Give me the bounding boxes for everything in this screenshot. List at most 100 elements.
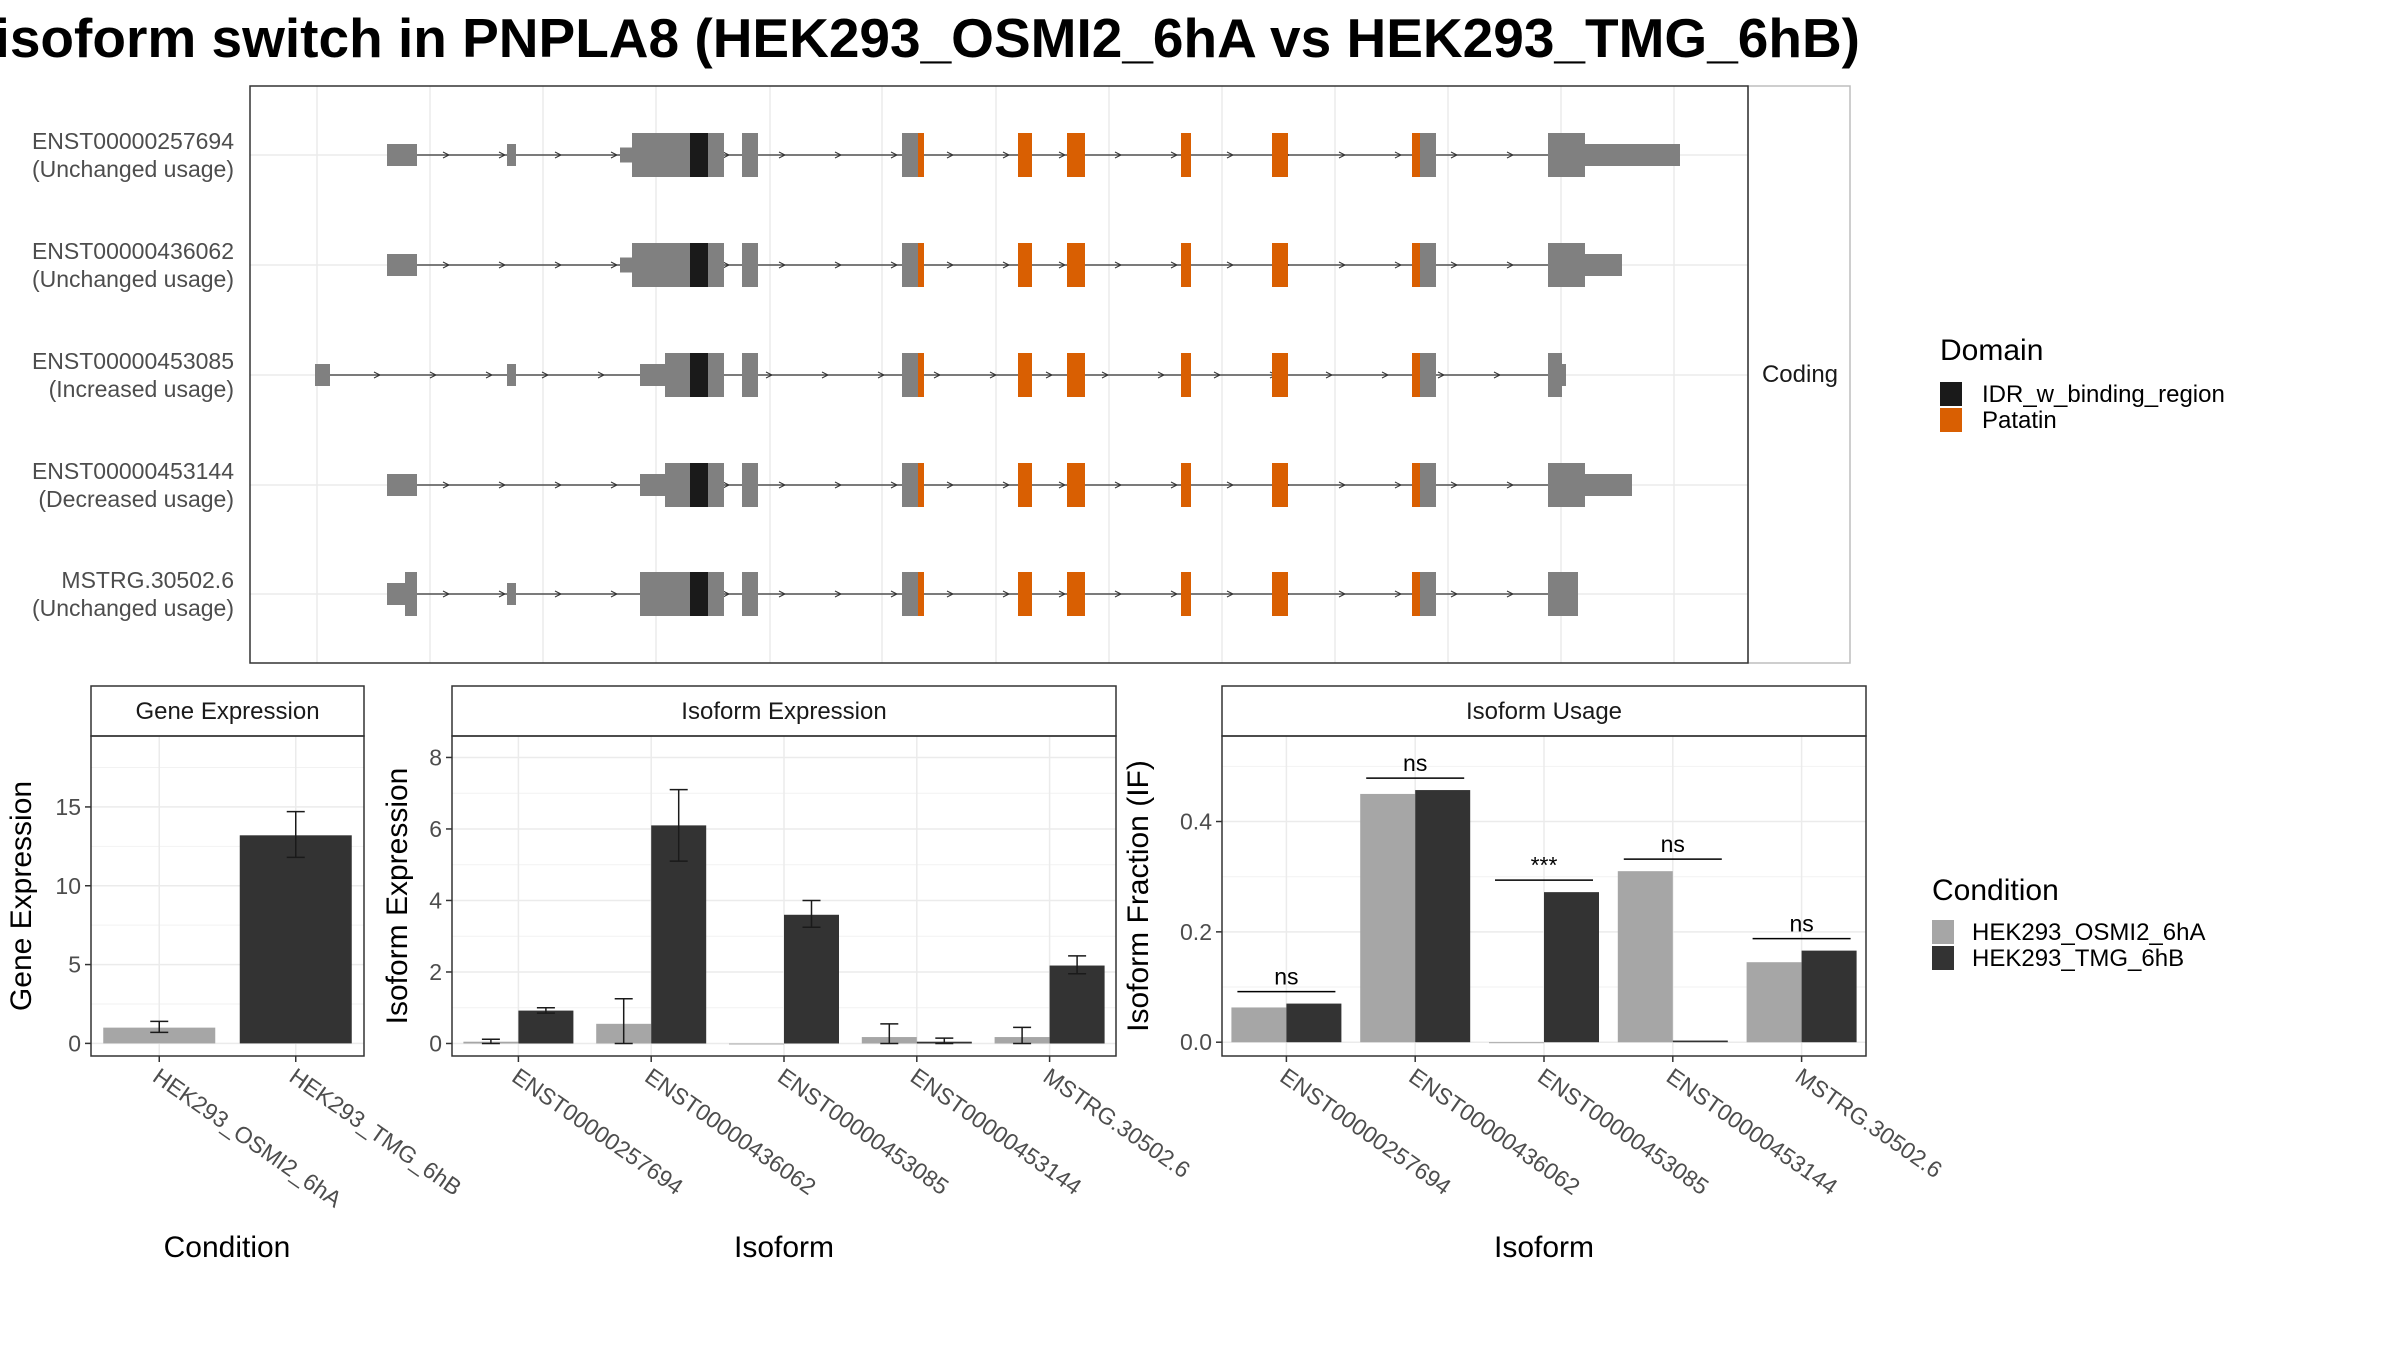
intron-direction-arrow [554, 261, 563, 269]
patatin-domain [1412, 133, 1420, 177]
patatin-domain [1272, 572, 1288, 616]
panel-strip-title: Isoform Expression [681, 698, 886, 725]
panel-strip-title: Gene Expression [135, 698, 319, 725]
y-tick-label: 5 [68, 952, 81, 978]
intron-direction-arrow [1157, 371, 1166, 379]
patatin-domain [1412, 463, 1420, 507]
intron-direction-arrow [946, 590, 955, 598]
transcript-row [387, 463, 1632, 507]
y-tick-label: 0.4 [1180, 809, 1212, 835]
intron-direction-arrow [1002, 590, 1011, 598]
domain-legend-title: Domain [1940, 334, 2043, 367]
patatin-domain [1181, 572, 1191, 616]
y-tick-label: 4 [429, 887, 442, 913]
intron-direction-arrow [834, 151, 843, 159]
intron-direction-arrow [541, 371, 550, 379]
intron-direction-arrow [1114, 261, 1123, 269]
intron-direction-arrow [1058, 261, 1067, 269]
intron-direction-arrow [1226, 261, 1235, 269]
patatin-domain [1181, 243, 1191, 287]
intron-direction-arrow [1338, 481, 1347, 489]
coding-strip [1747, 85, 1851, 664]
bar [103, 1027, 216, 1044]
intron-direction-arrow [1101, 371, 1110, 379]
x-axis-title: Isoform [734, 1231, 834, 1264]
patatin-domain [1067, 243, 1085, 287]
intron-direction-arrow [485, 371, 494, 379]
significance-label: ns [1661, 831, 1685, 857]
y-tick-label: 8 [429, 744, 442, 770]
domain-legend-key [1940, 382, 1962, 406]
intron-direction-arrow [1002, 151, 1011, 159]
intron-direction-arrow [442, 151, 451, 159]
exon [1548, 572, 1578, 616]
bar [729, 1043, 784, 1045]
bar [1544, 892, 1599, 1043]
exon [387, 474, 417, 496]
intron-direction-arrow [1002, 261, 1011, 269]
transcript-row [387, 133, 1680, 177]
intron-direction-arrow [1170, 481, 1179, 489]
exon [665, 463, 690, 507]
exon [387, 254, 417, 276]
figure-title-text: The isoform switch in PNPLA8 (HEK293_OSM… [0, 7, 1860, 69]
intron-direction-arrow [1394, 151, 1403, 159]
bar [784, 914, 839, 1044]
intron-direction-arrow [1450, 481, 1459, 489]
intron-direction-arrow [1338, 151, 1347, 159]
intron-direction-arrow [821, 371, 830, 379]
transcript-row [315, 353, 1566, 397]
intron-direction-arrow [1506, 590, 1515, 598]
exon [742, 353, 758, 397]
exon [632, 133, 690, 177]
exon [902, 133, 918, 177]
bar [1231, 1007, 1287, 1043]
transcript-row [387, 572, 1578, 616]
patatin-domain [1018, 243, 1032, 287]
exon [1420, 133, 1436, 177]
intron-direction-arrow [933, 371, 942, 379]
bar [239, 835, 352, 1044]
intron-direction-arrow [834, 261, 843, 269]
transcript-row [387, 243, 1622, 287]
significance-label: *** [1531, 852, 1558, 878]
exon [507, 364, 516, 386]
patatin-domain [1067, 353, 1085, 397]
intron-direction-arrow [1170, 590, 1179, 598]
intron-direction-arrow [1213, 371, 1222, 379]
bar [518, 1010, 574, 1044]
transcript-panel-border [249, 85, 1749, 664]
exon [708, 572, 724, 616]
significance-label: ns [1274, 964, 1298, 990]
plot-border [90, 735, 365, 1057]
exon [640, 474, 665, 496]
y-axis-title: Isoform Expression [381, 768, 414, 1025]
intron-direction-arrow [765, 371, 774, 379]
condition-legend-key [1932, 946, 1954, 970]
condition-legend-title: Condition [1932, 874, 2059, 907]
intron-direction-arrow [554, 481, 563, 489]
idr-domain [690, 572, 708, 616]
patatin-domain [1272, 243, 1288, 287]
intron-direction-arrow [498, 261, 507, 269]
intron-direction-arrow [890, 261, 899, 269]
exon [1548, 353, 1562, 397]
patatin-domain [1067, 572, 1085, 616]
intron-direction-arrow [1381, 371, 1390, 379]
intron-direction-arrow [1226, 590, 1235, 598]
intron-direction-arrow [1325, 371, 1334, 379]
intron-direction-arrow [1493, 371, 1502, 379]
patatin-domain [1181, 133, 1191, 177]
intron-direction-arrow [890, 151, 899, 159]
intron-direction-arrow [1114, 590, 1123, 598]
patatin-domain [1272, 353, 1288, 397]
exon [902, 243, 918, 287]
intron-direction-arrow [890, 590, 899, 598]
exon [1585, 144, 1680, 166]
exon [1560, 364, 1566, 386]
exon [315, 364, 330, 386]
exon [387, 583, 405, 605]
